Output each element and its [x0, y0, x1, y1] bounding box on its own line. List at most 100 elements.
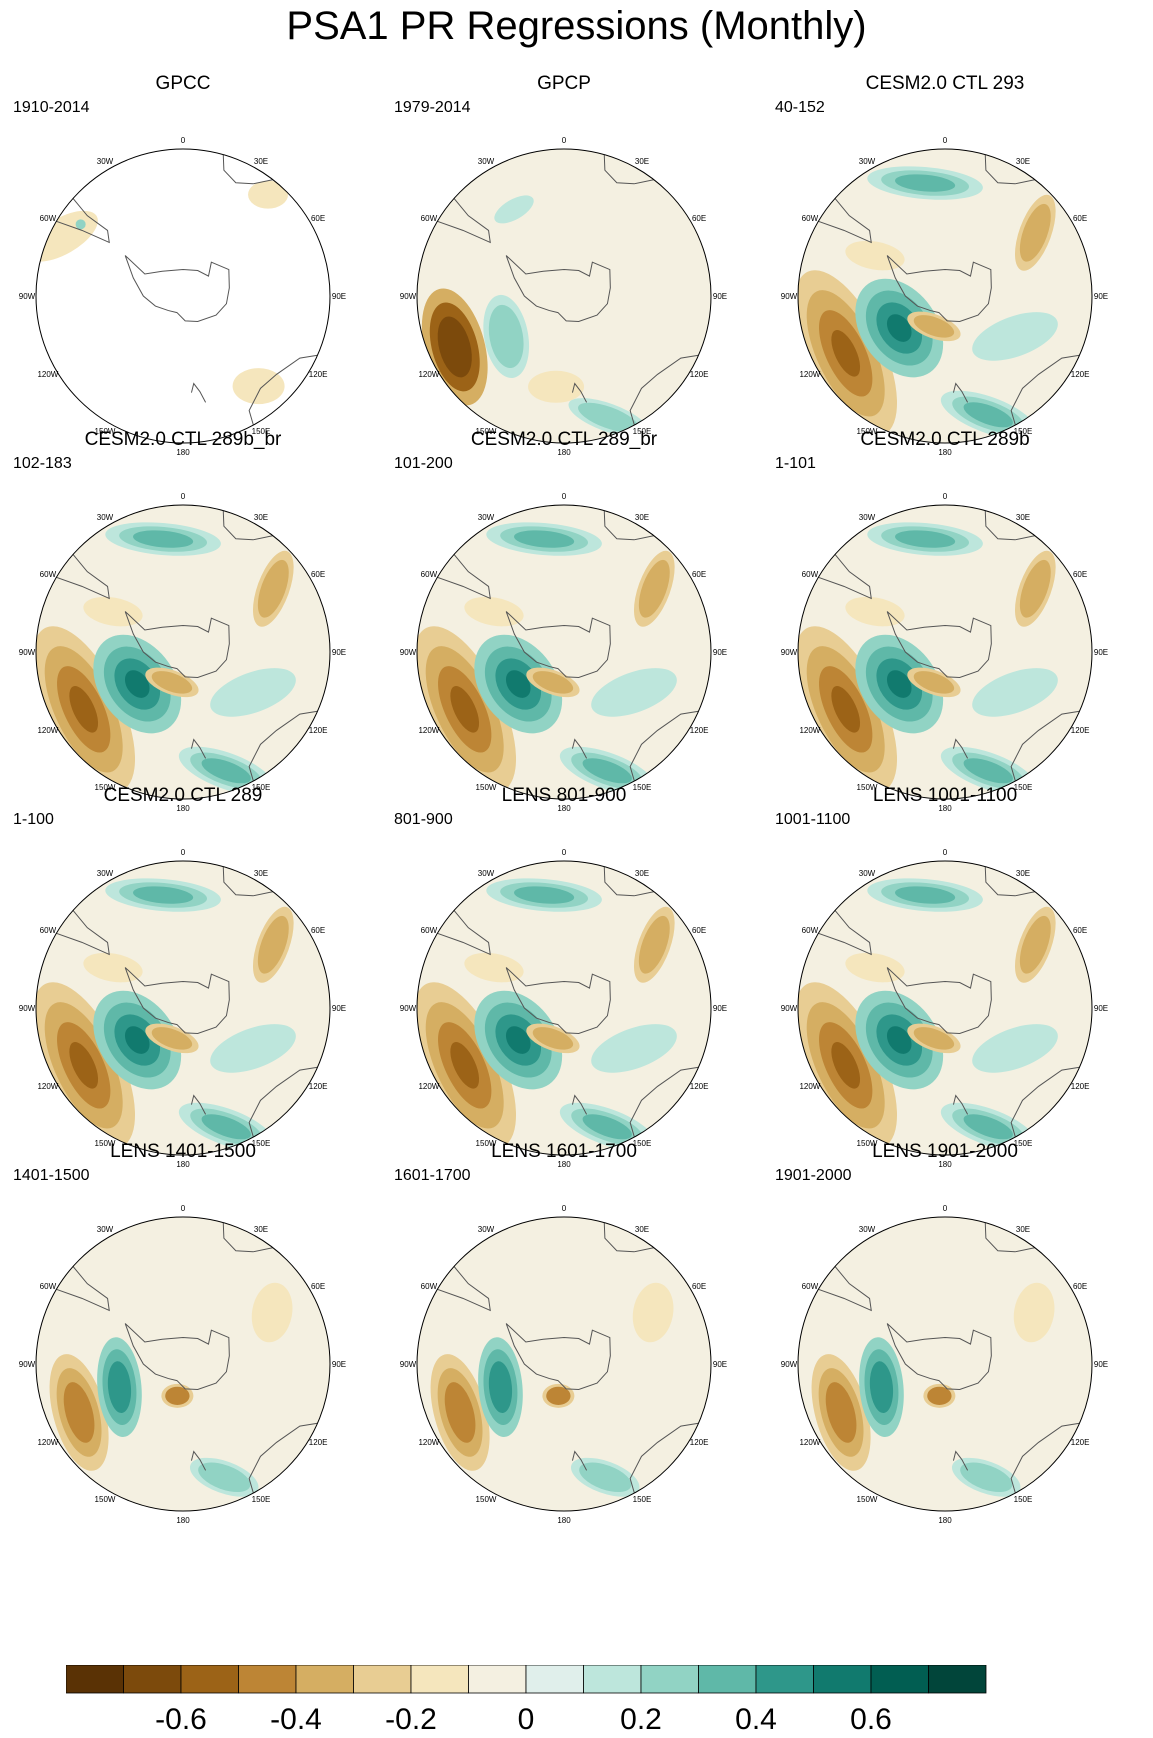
- new-zealand-outline: [952, 1094, 969, 1115]
- colorbar-label: 0.4: [735, 1703, 777, 1736]
- anomaly-patch: [1019, 559, 1051, 618]
- longitude-label: 0: [562, 1204, 567, 1213]
- longitude-label: 0: [943, 492, 948, 501]
- map-border: [416, 148, 712, 444]
- anomaly-patch: [133, 886, 194, 904]
- antarctica-outline: [886, 255, 992, 322]
- map-panel: GPCP 0 30E 60E 90E 120E 150E 180 150W 120W 90W 60W 3…: [384, 72, 744, 467]
- longitude-label: 120W: [37, 1082, 58, 1091]
- longitude-label: 180: [176, 1160, 190, 1169]
- longitude-label: 180: [557, 1160, 571, 1169]
- anomaly-patch: [75, 219, 86, 230]
- south-america-outline: [49, 904, 110, 956]
- anomaly-patch: [960, 1462, 1013, 1493]
- longitude-label: 150W: [857, 1495, 878, 1504]
- longitude-label: 30E: [635, 157, 649, 166]
- new-zealand-outline: [571, 1450, 588, 1471]
- longitude-label: 30W: [859, 513, 876, 522]
- colorbar-swatch: [295, 1665, 354, 1694]
- colorbar: -0.6 -0.4 -0.2 0 0.2 0.4 0.6: [66, 1665, 987, 1736]
- map-panel: CESM2.0 CTL 289b 0 30E 60E 90E 120E 150E 180 150…: [765, 428, 1125, 823]
- longitude-label: 150E: [1014, 1495, 1033, 1504]
- longitude-label: 120W: [799, 370, 820, 379]
- anomaly-patch: [963, 402, 1013, 428]
- anomaly-patch: [831, 330, 861, 377]
- map-panel: LENS 1401-1500 0 30E 60E 90E 120E 150E 180 150W 1…: [3, 1140, 363, 1535]
- anomaly-patch: [972, 1024, 1058, 1073]
- polar-map: 0 30E 60E 90E 120E 150E 180 150W 120W 90W 60W 30W: [19, 848, 346, 1169]
- anomaly-patch: [201, 1114, 251, 1140]
- anomaly-patch: [532, 671, 574, 694]
- longitude-label: 60W: [421, 926, 438, 935]
- longitude-label: 150E: [633, 1139, 652, 1148]
- new-zealand-outline: [190, 1094, 207, 1115]
- colorbar-swatch: [870, 1665, 929, 1694]
- anomaly-patch: [1013, 1282, 1055, 1343]
- longitude-label: 120W: [799, 1438, 820, 1447]
- colorbar-swatch: [180, 1665, 239, 1694]
- anomaly-patch: [831, 1042, 861, 1089]
- longitude-label: 60W: [802, 1282, 819, 1291]
- longitude-label: 180: [557, 1516, 571, 1525]
- australia-outline: [1010, 709, 1089, 789]
- longitude-label: 150E: [252, 783, 271, 792]
- panel-title: LENS 1601-1700: [491, 1141, 637, 1162]
- anomaly-patch: [151, 671, 193, 694]
- colorbar-label: -0.2: [385, 1703, 437, 1736]
- new-zealand-outline: [190, 1450, 207, 1471]
- longitude-label: 90E: [1094, 292, 1108, 301]
- anomaly-patch: [505, 1026, 531, 1054]
- new-zealand-outline: [571, 738, 588, 759]
- longitude-label: 90E: [713, 292, 727, 301]
- longitude-label: 90E: [713, 1360, 727, 1369]
- map-background: [417, 1217, 711, 1511]
- longitude-label: 180: [938, 448, 952, 457]
- longitude-label: 180: [176, 804, 190, 813]
- panel-years: 1001-1100: [775, 811, 851, 828]
- africa-outline: [984, 1217, 1045, 1253]
- longitude-label: 120E: [1071, 370, 1090, 379]
- longitude-label: 90E: [332, 1360, 346, 1369]
- colorbar-swatch: [525, 1665, 584, 1694]
- longitude-label: 180: [176, 1516, 190, 1525]
- longitude-label: 150E: [252, 427, 271, 436]
- map-background: [798, 1217, 1092, 1511]
- map-panel: CESM2.0 CTL 289 0 30E 60E 90E 120E 150E 180 150W…: [3, 784, 363, 1179]
- anomaly-patch: [450, 1042, 480, 1089]
- anomaly-patch: [582, 1114, 632, 1140]
- panel-title: CESM2.0 CTL 289b: [860, 429, 1030, 450]
- map-panel: CESM2.0 CTL 289_br 0 30E 60E 90E 120E 150E 180 1…: [384, 428, 744, 823]
- anomaly-patch: [927, 1386, 952, 1405]
- longitude-label: 90W: [400, 648, 417, 657]
- polar-map: 0 30E 60E 90E 120E 150E 180 150W 120W 90W 60W 30W: [400, 1204, 727, 1525]
- australia-outline: [248, 353, 327, 433]
- colorbar-swatch: [238, 1665, 297, 1694]
- longitude-label: 60W: [421, 570, 438, 579]
- longitude-label: 0: [181, 1204, 186, 1213]
- longitude-label: 120E: [1071, 726, 1090, 735]
- longitude-label: 150W: [476, 1495, 497, 1504]
- south-america-outline: [430, 904, 491, 956]
- longitude-label: 120E: [309, 1082, 328, 1091]
- anomaly-patch: [165, 1386, 190, 1405]
- panel-title: GPCP: [537, 73, 591, 94]
- anomaly-patch: [494, 195, 534, 224]
- anomaly-patch: [1019, 915, 1051, 974]
- longitude-label: 90E: [332, 292, 346, 301]
- anomaly-patch: [210, 1024, 296, 1073]
- anomaly-patch: [488, 1361, 513, 1414]
- longitude-label: 150W: [476, 783, 497, 792]
- longitude-label: 120E: [1071, 1082, 1090, 1091]
- africa-outline: [222, 505, 283, 541]
- map-border: [416, 1216, 712, 1512]
- africa-outline: [222, 1217, 283, 1253]
- longitude-label: 60W: [802, 570, 819, 579]
- anomaly-patch: [444, 1382, 476, 1443]
- longitude-label: 180: [938, 1160, 952, 1169]
- panel-title: LENS 1001-1100: [872, 785, 1018, 806]
- longitude-label: 120E: [1071, 1438, 1090, 1447]
- longitude-label: 0: [943, 1204, 948, 1213]
- anomaly-patch: [638, 915, 670, 974]
- colorbar-label: 0.6: [850, 1703, 892, 1736]
- longitude-label: 150W: [95, 1495, 116, 1504]
